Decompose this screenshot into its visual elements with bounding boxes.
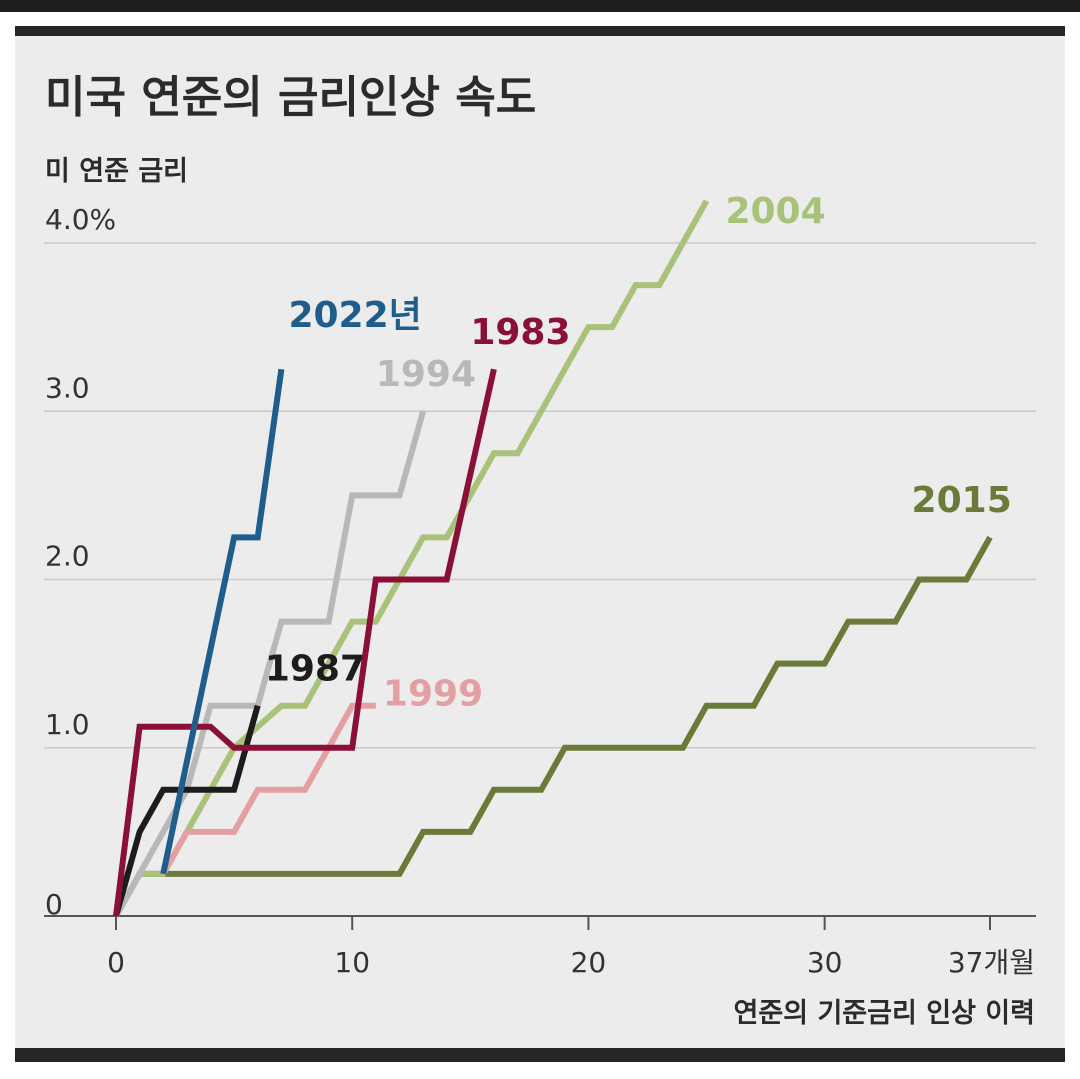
x-tick-label-1: 10 (334, 946, 370, 979)
top-frame-bar (0, 0, 1080, 12)
y-axis-label: 미 연준 금리 (45, 156, 188, 187)
chart-card (15, 26, 1065, 1062)
y-tick-label-1: 1.0 (45, 708, 90, 741)
x-tick-label-3: 30 (807, 946, 843, 979)
series-line-2015 (113, 535, 993, 918)
y-tick-label-3: 3.0 (45, 371, 90, 404)
series-label-1999: 1999 (383, 674, 483, 715)
x-axis-label: 연준의 기준금리 인상 이력 (734, 998, 1035, 1029)
series-line-1983 (113, 368, 497, 917)
series-label-1983: 1983 (470, 312, 570, 353)
y-tick-label-0: 0 (45, 888, 63, 921)
series-line-1999 (160, 702, 376, 876)
series-label-1987: 1987 (265, 648, 365, 689)
series-line-1987 (113, 704, 261, 917)
x-tick-label-0: 0 (107, 946, 125, 979)
series-layer (113, 199, 993, 918)
x-tick-label-2: 20 (571, 946, 607, 979)
series-line-2022 (160, 368, 285, 875)
series-label-2015: 2015 (912, 480, 1012, 521)
x-tick-label-4: 37개월 (948, 946, 1035, 979)
y-tick-label-2: 2.0 (45, 540, 90, 573)
series-label-2022: 2022년 (288, 295, 421, 336)
series-line-2004 (113, 199, 710, 918)
y-tick-label-4: 4.0% (45, 203, 116, 236)
series-label-1994: 1994 (376, 354, 476, 395)
series-label-2004: 2004 (725, 191, 825, 232)
chart-title: 미국 연준의 금리인상 속도 (45, 72, 536, 123)
tick-layer: 0 1.0 2.0 3.0 4.0% 0 10 20 30 37개월 (45, 203, 1035, 979)
